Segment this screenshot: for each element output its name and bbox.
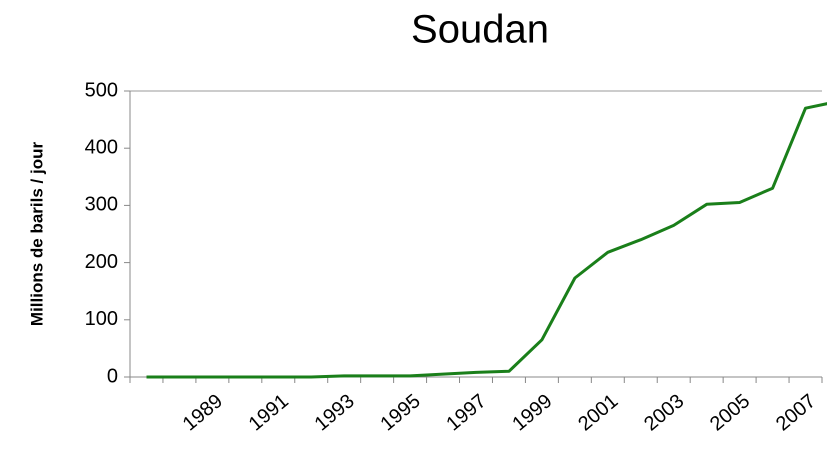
y-axis-label: Millions de barils / jour (27, 142, 46, 327)
line-series (147, 101, 827, 377)
y-tick-label: 100 (85, 308, 118, 330)
x-tick-label: 1993 (311, 390, 359, 435)
x-tick-label: 2005 (706, 390, 754, 435)
x-tick-label: 2003 (640, 390, 688, 435)
y-tick-label: 300 (85, 194, 118, 216)
x-tick-label: 1991 (245, 390, 293, 435)
x-tick-label: 2007 (772, 390, 820, 435)
y-tick-label: 500 (85, 79, 118, 101)
x-tick-label: 1999 (508, 390, 556, 435)
y-tick-label: 0 (107, 365, 118, 387)
y-tick-label: 200 (85, 251, 118, 273)
x-tick-label: 1997 (442, 390, 490, 435)
chart-title: Soudan (411, 8, 549, 52)
x-tick-label: 1995 (376, 390, 424, 435)
x-tick-label: 2001 (574, 390, 622, 435)
x-tick-label: 1989 (179, 390, 227, 435)
y-tick-label: 400 (85, 136, 118, 158)
